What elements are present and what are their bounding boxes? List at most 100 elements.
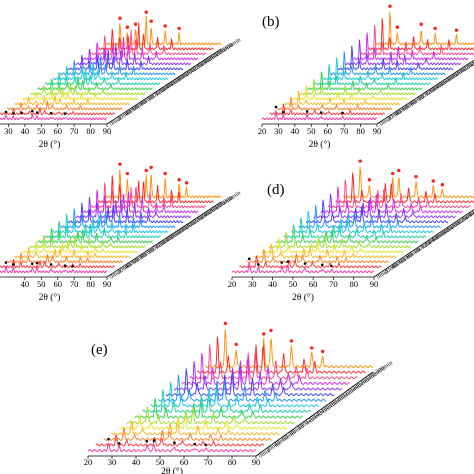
panel-a-spectrum-160min <box>52 61 169 81</box>
panel-d-spectrum-220min <box>313 193 456 219</box>
panel-e-x-tick-label: 40 <box>132 457 141 467</box>
panel-e-spectrum-260min <box>189 344 358 380</box>
panel-d-front-marker <box>286 260 290 263</box>
panel-e-front-marker <box>145 440 149 443</box>
panel-e-phase-marker <box>262 332 266 336</box>
panel-c-front-marker <box>4 261 8 264</box>
panel-b-x-tick-label: 50 <box>307 126 316 136</box>
panel-b-front-marker <box>305 110 309 113</box>
panel-d-phase-marker <box>414 174 418 179</box>
panel-a-spectrum-260min <box>90 29 207 56</box>
panel-a-spectrum-140min <box>44 68 161 86</box>
panel-d-letter: (d) <box>267 182 285 198</box>
panel-a-spectrum-220min <box>75 43 191 66</box>
panel-c-spectrum-260min <box>90 182 207 209</box>
panel-e-phase-marker <box>310 346 314 350</box>
panel-a-spectrum-0min <box>0 113 108 121</box>
panel-b-spectrum-180min <box>330 51 446 76</box>
panel-e-spectrum-180min <box>157 374 327 402</box>
panel-e-spectrum-200min <box>165 368 335 397</box>
panel-d-spectrum-100min <box>269 231 412 249</box>
panel-d-front-marker <box>320 263 324 267</box>
panel-d-x-tick-label: 90 <box>370 279 379 289</box>
panel-e-x-tick-label: 30 <box>108 457 117 467</box>
panel-d-phase-marker <box>440 183 445 187</box>
panel-e-front-marker <box>173 441 176 445</box>
panel-e-spectrum-160min <box>150 381 319 408</box>
panel-b-spectrum-0min <box>261 109 378 121</box>
panel-a-x-axis-title: 2θ (°) <box>39 139 61 150</box>
panel-a-spectrum-20min <box>0 107 115 116</box>
panel-e-phase-marker <box>289 339 294 343</box>
panel-b-x-axis-title: 2θ (°) <box>309 139 331 150</box>
panel-a-phase-marker <box>144 10 148 14</box>
panel-d-spectrum-160min <box>291 210 434 234</box>
panel-e-spectrum-220min <box>173 361 343 391</box>
panel-c-time-axis <box>106 201 222 278</box>
panel-c-phase-marker <box>184 181 189 185</box>
panel-d-time-label: 240min <box>464 205 474 221</box>
panel-a-spectrum-300min <box>105 15 222 46</box>
panel-b-phase-marker <box>395 25 400 29</box>
panel-d-phase-marker <box>431 179 435 183</box>
panel-b-spectrum-20min <box>269 103 385 116</box>
panel-b-spectrum-60min <box>284 91 401 106</box>
panel-c-spectrum-120min <box>37 227 153 244</box>
panel-d-front-marker <box>303 262 307 265</box>
panel-a-front-marker <box>12 112 15 115</box>
panel-c-phase-marker <box>118 162 122 166</box>
panel-a-front-marker <box>4 110 8 114</box>
panel-c-spectrum-80min <box>22 241 138 254</box>
panel-a-front-marker <box>49 111 53 115</box>
panel-b-spectrum-200min <box>337 45 454 71</box>
panel-c-spectrum-140min <box>44 220 161 239</box>
panel-c-spectrum-220min <box>75 196 191 219</box>
panel-d-spectrum-120min <box>276 224 419 244</box>
panel-c-x-tick-label: 60 <box>53 279 62 289</box>
panel-e-front-marker <box>117 442 121 445</box>
panel-e-spectrum-100min <box>127 406 296 425</box>
panel-a-time-axis <box>106 48 222 125</box>
panel-a-spectrum-280min <box>98 22 214 51</box>
panel-a-spectrum-100min <box>30 82 146 96</box>
panel-c-spectrum-180min <box>60 208 176 229</box>
panel-c-spectrum-280min <box>98 175 214 204</box>
panel-d-phase-marker <box>391 171 395 176</box>
panel-a-spectrum-120min <box>37 76 153 91</box>
panel-d-time-axis <box>373 208 474 278</box>
panel-c-phase-marker <box>177 178 181 182</box>
panel-a-x-tick-label: 90 <box>103 126 112 136</box>
panel-b-time-label: 240min <box>469 52 474 68</box>
panel-d-x-tick-label: 20 <box>228 279 237 289</box>
panel-d-x-tick-label: 50 <box>289 279 298 289</box>
panel-c-phase-marker <box>149 165 153 170</box>
panel-d-spectrum-20min <box>239 255 382 269</box>
panel-a-phase-marker <box>118 16 122 20</box>
panel-b-spectrum-220min <box>345 39 461 66</box>
panel-b-front-marker <box>319 111 323 114</box>
panel-e-spectrum-300min <box>204 329 374 369</box>
panel-a-x-tick-label: 30 <box>4 126 13 136</box>
panel-e-front-marker <box>204 443 207 447</box>
panel-d-spectrum-60min <box>253 243 397 259</box>
panel-c-spectrum-20min <box>0 259 115 269</box>
panel-c-x-tick-label: 80 <box>86 279 95 289</box>
panel-b-phase-marker <box>433 26 437 31</box>
panel-b-front-marker <box>341 111 344 115</box>
panel-b-phase-marker <box>388 4 392 8</box>
panel-d-x-tick-label: 40 <box>268 279 277 289</box>
panel-a-x-tick-label: 50 <box>37 126 46 136</box>
panel-c-front-marker <box>63 264 67 267</box>
panel-d-phase-marker <box>397 168 401 173</box>
panel-e-x-tick-label: 80 <box>228 457 237 467</box>
panel-d-x-tick-label: 70 <box>329 279 338 289</box>
panel-b-x-tick-label: 40 <box>291 126 300 136</box>
panel-b-x-tick-label: 20 <box>258 126 267 136</box>
panel-e-time-axis <box>255 371 374 457</box>
panel-e-front-marker <box>107 437 110 441</box>
panel-a-front-marker <box>30 109 34 113</box>
panel-d-x-tick-label: 80 <box>349 279 358 289</box>
panel-a-phase-marker <box>149 19 153 23</box>
